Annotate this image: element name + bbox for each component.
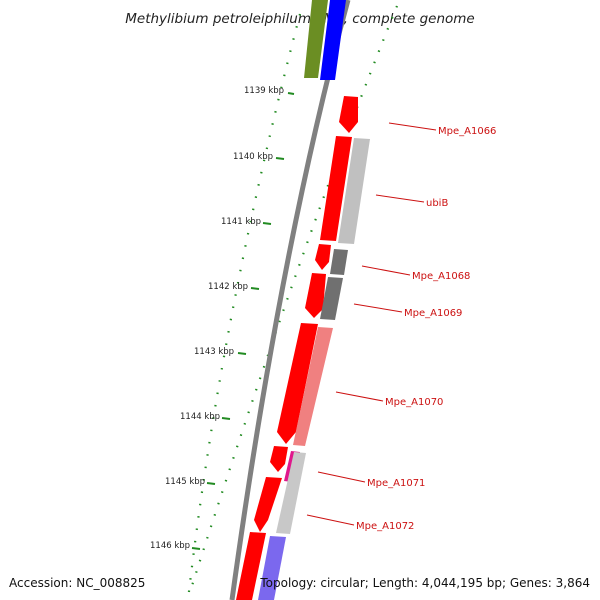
feature-mpe-a1069-dark (320, 277, 343, 320)
cds-mpe-a1066 (339, 96, 358, 133)
blue-feature (320, 0, 346, 80)
top-features (304, 0, 346, 80)
feature-mpe-a1072-grey (276, 452, 306, 534)
map-title: Methylibium petroleiphilum PM1, complete… (125, 11, 474, 27)
cds-bottom (236, 532, 266, 600)
tick-label-1144: 1144 kbp (180, 412, 220, 422)
tick-label-1142: 1142 kbp (208, 282, 248, 292)
feature-bottom-purple (258, 536, 286, 600)
gene-label-mpe-a1066: Mpe_A1066 (438, 126, 496, 137)
gene-label-mpe-a1071: Mpe_A1071 (367, 478, 425, 489)
feature-ubib-grey (338, 138, 370, 244)
cds-mpe-a1072 (254, 477, 282, 532)
gene-labels: Mpe_A1066 ubiB Mpe_A1068 Mpe_A1069 Mpe_A… (356, 126, 496, 532)
label-leaders (306, 122, 437, 526)
gene-label-mpe-a1069: Mpe_A1069 (404, 308, 462, 319)
gene-label-mpe-a1072: Mpe_A1072 (356, 521, 414, 532)
cds-mpe-a1069 (305, 273, 326, 318)
cds-mpe-a1068 (315, 244, 331, 270)
olive-feature (304, 0, 328, 78)
feature-mpe-a1068-dark (330, 249, 348, 275)
topology-text: Topology: circular; Length: 4,044,195 bp… (259, 576, 590, 590)
outer-dot-ring (188, 5, 399, 593)
feature-mpe-a1070-salmon (293, 327, 333, 446)
tick-marks (191, 92, 295, 550)
gene-label-mpe-a1068: Mpe_A1068 (412, 271, 470, 282)
tick-labels: 1139 kbp 1140 kbp 1141 kbp 1142 kbp 1143… (150, 86, 284, 551)
cds-mpe-a1070 (277, 323, 318, 444)
tick-label-1141: 1141 kbp (221, 217, 261, 227)
second-track (258, 138, 370, 600)
gene-label-mpe-a1070: Mpe_A1070 (385, 397, 443, 408)
cds-ubib (320, 136, 352, 241)
inner-dot-ring (186, 13, 302, 600)
cds-mpe-a1071 (270, 446, 288, 472)
forward-cds-track (236, 96, 358, 600)
gene-label-ubib: ubiB (426, 198, 448, 209)
accession-text: Accession: NC_008825 (9, 576, 145, 590)
tick-label-1145: 1145 kbp (165, 477, 205, 487)
tick-label-1140: 1140 kbp (233, 152, 273, 162)
tick-label-1143: 1143 kbp (194, 347, 234, 357)
tick-label-1139: 1139 kbp (244, 86, 284, 96)
tick-label-1146: 1146 kbp (150, 541, 190, 551)
